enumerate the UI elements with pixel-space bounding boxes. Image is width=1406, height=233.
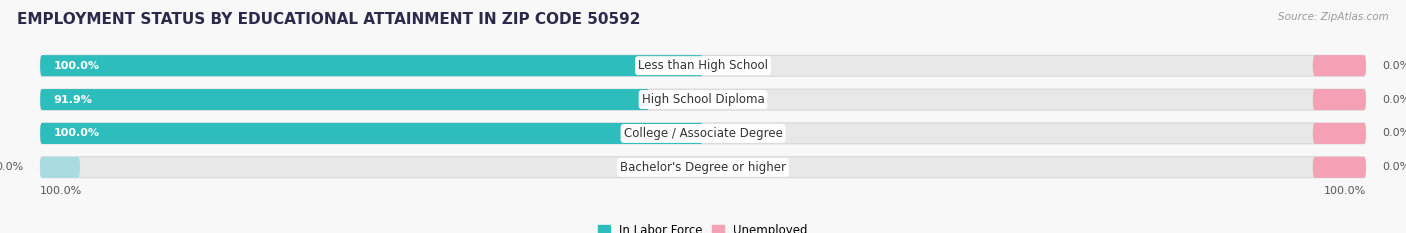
Text: EMPLOYMENT STATUS BY EDUCATIONAL ATTAINMENT IN ZIP CODE 50592: EMPLOYMENT STATUS BY EDUCATIONAL ATTAINM…: [17, 12, 640, 27]
FancyBboxPatch shape: [1313, 89, 1365, 110]
Text: 0.0%: 0.0%: [1382, 128, 1406, 138]
Text: 0.0%: 0.0%: [1382, 61, 1406, 71]
FancyBboxPatch shape: [41, 123, 703, 144]
Text: 100.0%: 100.0%: [53, 128, 100, 138]
FancyBboxPatch shape: [41, 89, 650, 110]
Text: Source: ZipAtlas.com: Source: ZipAtlas.com: [1278, 12, 1389, 22]
Text: College / Associate Degree: College / Associate Degree: [624, 127, 782, 140]
Legend: In Labor Force, Unemployed: In Labor Force, Unemployed: [593, 219, 813, 233]
FancyBboxPatch shape: [1313, 157, 1365, 178]
Text: High School Diploma: High School Diploma: [641, 93, 765, 106]
FancyBboxPatch shape: [1313, 123, 1365, 144]
Text: 100.0%: 100.0%: [41, 186, 83, 196]
FancyBboxPatch shape: [1313, 55, 1365, 76]
Text: 0.0%: 0.0%: [1382, 162, 1406, 172]
Text: 0.0%: 0.0%: [1382, 95, 1406, 105]
Text: Less than High School: Less than High School: [638, 59, 768, 72]
FancyBboxPatch shape: [41, 55, 1365, 76]
Text: 100.0%: 100.0%: [1323, 186, 1365, 196]
FancyBboxPatch shape: [41, 55, 703, 76]
Text: 0.0%: 0.0%: [0, 162, 24, 172]
FancyBboxPatch shape: [41, 157, 80, 178]
Text: Bachelor's Degree or higher: Bachelor's Degree or higher: [620, 161, 786, 174]
FancyBboxPatch shape: [41, 123, 1365, 144]
FancyBboxPatch shape: [41, 89, 1365, 110]
FancyBboxPatch shape: [41, 157, 1365, 178]
Text: 100.0%: 100.0%: [53, 61, 100, 71]
Text: 91.9%: 91.9%: [53, 95, 93, 105]
